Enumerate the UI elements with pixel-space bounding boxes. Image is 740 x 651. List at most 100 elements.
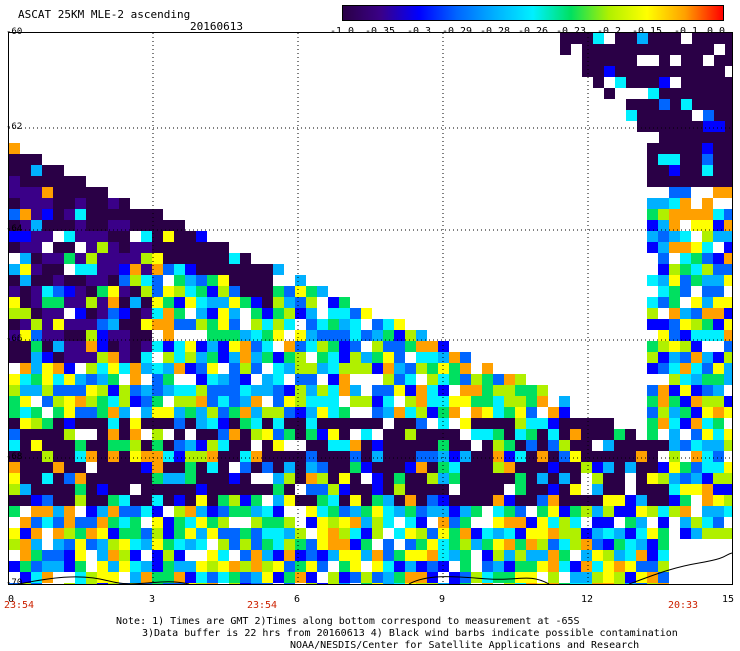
data-cell [218, 352, 229, 363]
data-cell [53, 319, 64, 330]
data-cell [240, 341, 251, 352]
data-cell [328, 352, 339, 363]
data-cell [659, 121, 670, 132]
data-cell [724, 473, 735, 484]
data-cell [416, 451, 427, 462]
data-cell [53, 374, 64, 385]
data-cell [647, 484, 658, 495]
data-cell [604, 33, 615, 44]
data-cell [394, 495, 405, 506]
data-cell [559, 451, 570, 462]
data-cell [86, 561, 97, 572]
data-cell [53, 231, 64, 242]
data-cell [317, 385, 328, 396]
data-cell [681, 132, 692, 143]
data-cell [559, 462, 570, 473]
data-cell [625, 440, 636, 451]
data-cell [273, 506, 284, 517]
data-cell [350, 341, 361, 352]
data-cell [108, 264, 119, 275]
data-cell [284, 440, 295, 451]
time-label: 23:54 [3, 600, 35, 611]
data-cell [427, 517, 438, 528]
data-cell [262, 385, 273, 396]
data-cell [725, 132, 736, 143]
data-cell [570, 517, 581, 528]
data-cell [669, 264, 680, 275]
data-cell [75, 275, 86, 286]
data-cell [328, 297, 339, 308]
data-cell [372, 319, 383, 330]
data-cell [64, 572, 75, 583]
data-cell [42, 407, 53, 418]
data-cell [306, 462, 317, 473]
data-cell [119, 275, 130, 286]
data-cell [119, 385, 130, 396]
data-cell [405, 473, 416, 484]
data-cell [86, 418, 97, 429]
data-cell [42, 583, 53, 594]
data-cell [174, 473, 185, 484]
data-cell [647, 385, 658, 396]
data-cell [42, 198, 53, 209]
data-cell [482, 451, 493, 462]
data-cell [207, 473, 218, 484]
data-cell [20, 165, 31, 176]
data-cell [383, 583, 394, 594]
data-cell [691, 495, 702, 506]
data-cell [218, 374, 229, 385]
data-cell [658, 330, 669, 341]
data-cell [615, 77, 626, 88]
data-cell [581, 528, 592, 539]
data-cell [372, 484, 383, 495]
data-cell [174, 242, 185, 253]
data-cell [240, 286, 251, 297]
data-cell [471, 506, 482, 517]
data-cell [31, 506, 42, 517]
data-cell [273, 330, 284, 341]
data-cell [130, 451, 141, 462]
data-cell [196, 385, 207, 396]
data-cell [460, 385, 471, 396]
data-cell [670, 110, 681, 121]
data-cell [570, 550, 581, 561]
data-cell [20, 308, 31, 319]
data-cell [515, 561, 526, 572]
data-cell [229, 363, 240, 374]
data-cell [240, 352, 251, 363]
data-cell [163, 330, 174, 341]
data-cell [97, 319, 108, 330]
data-cell [504, 385, 515, 396]
data-cell [42, 506, 53, 517]
data-cell [53, 506, 64, 517]
data-cell [262, 451, 273, 462]
data-cell [372, 440, 383, 451]
data-cell [427, 561, 438, 572]
data-cell [53, 385, 64, 396]
data-cell [86, 429, 97, 440]
data-cell [9, 165, 20, 176]
data-cell [262, 396, 273, 407]
data-cell [548, 550, 559, 561]
data-cell [460, 396, 471, 407]
data-cell [9, 396, 20, 407]
data-cell [438, 561, 449, 572]
data-cell [240, 451, 251, 462]
data-cell [482, 407, 493, 418]
data-cell [603, 506, 614, 517]
data-cell [251, 385, 262, 396]
data-cell [692, 55, 703, 66]
data-cell [427, 484, 438, 495]
data-cell [460, 495, 471, 506]
data-cell [603, 418, 614, 429]
data-cell [86, 209, 97, 220]
data-cell [658, 286, 669, 297]
data-cell [20, 429, 31, 440]
data-cell [9, 143, 20, 154]
data-cell [31, 440, 42, 451]
data-cell [20, 264, 31, 275]
data-cell [207, 385, 218, 396]
data-cell [614, 451, 625, 462]
data-cell [350, 495, 361, 506]
data-cell [240, 473, 251, 484]
